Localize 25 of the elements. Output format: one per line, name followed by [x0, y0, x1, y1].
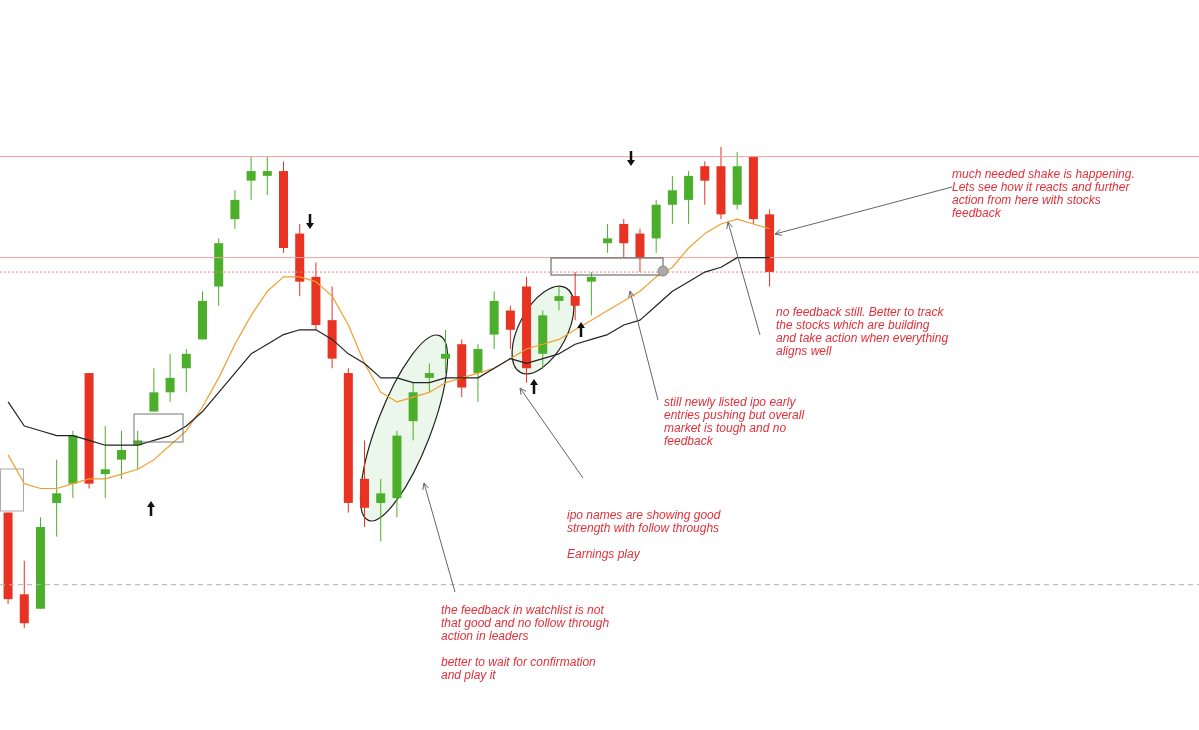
annotation: ipo names are showing good strength with follow throughs Earnings play — [567, 508, 722, 561]
candlestick — [505, 305, 515, 350]
annotation: the feedback in watchlist is not that good and no follow through action in leaders better to wait for confirmation and play it — [441, 603, 611, 682]
candlestick — [441, 329, 451, 374]
candlestick — [262, 156, 272, 196]
annotation: still newly listed ipo early entries pushing but overall market is tough and no feedback — [664, 395, 806, 448]
candlestick — [230, 189, 240, 230]
candlestick — [570, 271, 580, 321]
candlestick — [165, 353, 175, 403]
candlestick — [603, 223, 613, 254]
text: much needed shake is happening. Lets see how it reacts and further action from here with stocks feedback — [952, 167, 1136, 220]
candlestick — [424, 362, 434, 393]
candlestick — [246, 156, 256, 201]
candlestick — [586, 271, 596, 316]
candlestick — [52, 459, 62, 538]
candlestick — [667, 175, 677, 225]
candlestick — [619, 218, 629, 259]
candlestick — [700, 160, 710, 206]
annotation: no feedback still. Better to track the stocks which are building and take action when everything aligns well — [776, 305, 950, 358]
candlestick — [149, 367, 159, 413]
candlestick — [376, 478, 386, 542]
candlestick — [116, 430, 126, 480]
candlestick — [554, 285, 564, 312]
candlestick — [100, 425, 110, 499]
candlestick — [181, 348, 191, 393]
